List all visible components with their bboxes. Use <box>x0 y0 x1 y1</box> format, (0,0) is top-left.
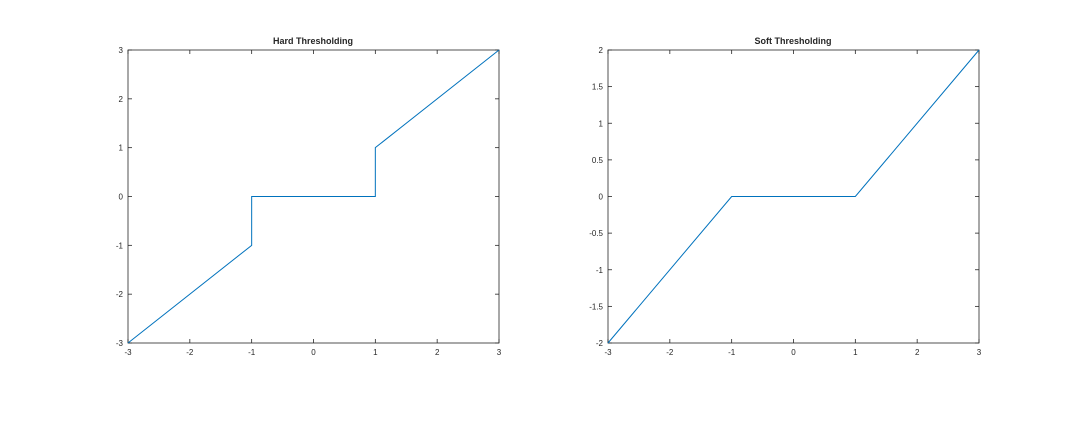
x-tick-label: 1 <box>373 348 378 357</box>
y-tick-label: 2 <box>119 95 124 104</box>
x-tick-label: -2 <box>666 348 674 357</box>
x-tick-label: -2 <box>186 348 194 357</box>
x-tick-label: 3 <box>977 348 982 357</box>
x-tick-label: 2 <box>915 348 920 357</box>
y-tick-label: -0.5 <box>589 229 603 238</box>
y-tick-label: -3 <box>116 339 124 348</box>
y-tick-label: 0.5 <box>592 156 604 165</box>
x-tick-label: 0 <box>311 348 316 357</box>
y-tick-label: 1.5 <box>592 83 604 92</box>
y-tick-label: -1.5 <box>589 302 603 311</box>
series-line-hard-thresholding <box>127 49 500 344</box>
y-tick-label: 1 <box>599 119 604 128</box>
y-tick-label: 0 <box>599 193 604 202</box>
y-tick-label: -2 <box>596 339 604 348</box>
y-tick-label: 2 <box>599 46 604 55</box>
series-line-soft-thresholding <box>607 49 980 344</box>
y-tick-label: 3 <box>119 46 124 55</box>
axes-soft-thresholding: Soft Thresholding -3 -2 -1 0 1 2 3-2-1.5-1-0.5… <box>589 36 982 357</box>
y-tick-label: 0 <box>119 193 124 202</box>
x-tick-label: -3 <box>604 348 612 357</box>
x-tick-label: -1 <box>248 348 256 357</box>
x-tick-label: 3 <box>497 348 502 357</box>
x-tick-label: -1 <box>728 348 736 357</box>
x-tick-label: -3 <box>124 348 132 357</box>
axes-hard-thresholding: Hard Thresholding -3 -2 -1 0 1 2 3 -3 -2 -1 0 1 2 3 <box>116 36 502 357</box>
chart-title-soft-thresholding: Soft Thresholding <box>755 36 832 46</box>
y-tick-label: -1 <box>116 241 124 250</box>
x-tick-label: 2 <box>435 348 440 357</box>
chart-title-hard-thresholding: Hard Thresholding <box>273 36 353 46</box>
x-tick-label: 1 <box>853 348 858 357</box>
y-tick-label: 1 <box>119 144 124 153</box>
x-tick-label: 0 <box>791 348 796 357</box>
y-tick-label: -1 <box>596 266 604 275</box>
y-tick-label: -2 <box>116 290 124 299</box>
